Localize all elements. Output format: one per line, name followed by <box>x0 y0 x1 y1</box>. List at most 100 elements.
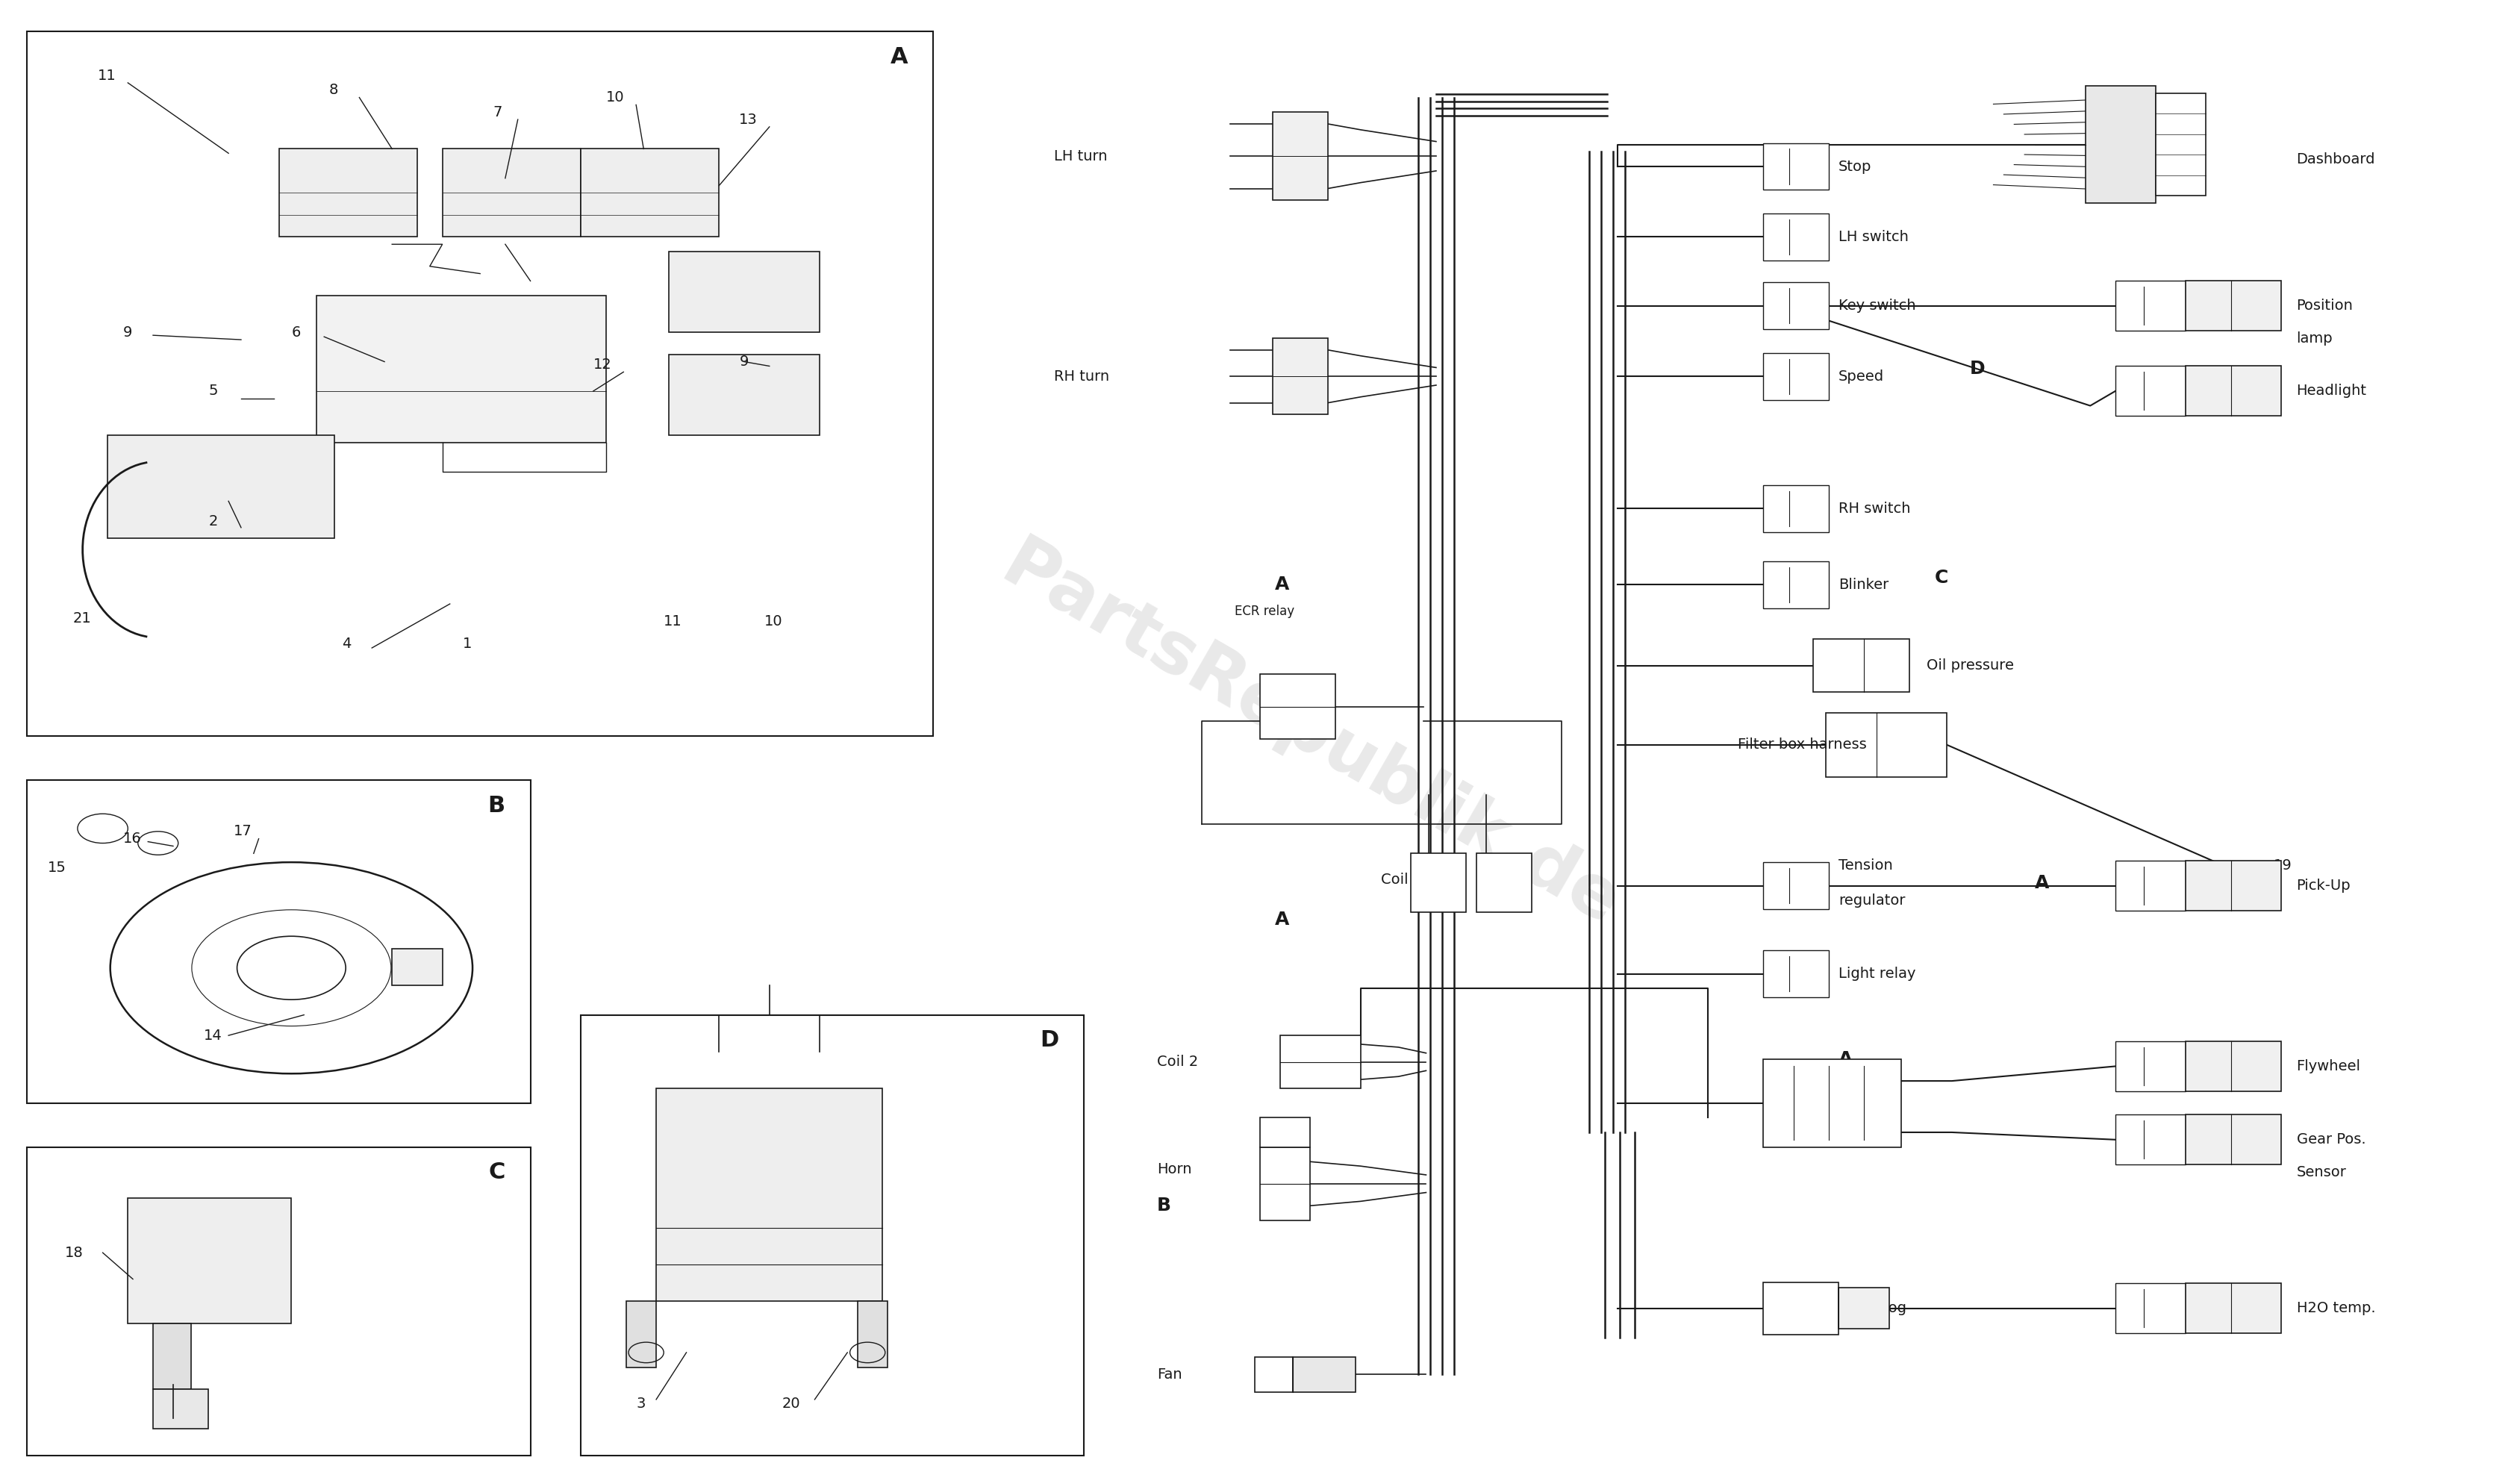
Bar <box>580 1014 1084 1456</box>
Text: Speed: Speed <box>1840 369 1885 384</box>
Text: A: A <box>1275 911 1290 929</box>
Text: Tension: Tension <box>1840 858 1893 873</box>
Text: ECU prog: ECU prog <box>1840 1301 1908 1316</box>
Bar <box>1411 854 1467 913</box>
Bar <box>2185 1284 2281 1334</box>
Text: Coil 2: Coil 2 <box>1157 1055 1197 1069</box>
Text: 16: 16 <box>123 832 141 846</box>
Text: Key switch: Key switch <box>1840 299 1915 314</box>
Bar <box>1764 951 1830 997</box>
Text: Blinker: Blinker <box>1840 577 1890 592</box>
Bar <box>2155 93 2205 196</box>
Bar <box>1477 854 1532 913</box>
Bar <box>28 780 529 1103</box>
Bar <box>1260 1117 1310 1147</box>
Bar <box>625 1301 655 1367</box>
Text: H2O temp.: H2O temp. <box>2296 1301 2376 1316</box>
Text: RH switch: RH switch <box>1840 502 1910 515</box>
Text: 10: 10 <box>764 614 784 629</box>
Text: Headlight: Headlight <box>2296 384 2366 397</box>
Text: 4: 4 <box>343 636 350 651</box>
Text: 13: 13 <box>738 112 759 127</box>
Bar <box>1764 863 1830 910</box>
Bar <box>1764 484 1830 531</box>
Text: Coil 1: Coil 1 <box>1381 873 1421 888</box>
Text: 15: 15 <box>48 861 66 876</box>
Text: 21: 21 <box>73 611 91 626</box>
Bar <box>280 149 418 237</box>
Bar <box>1280 1035 1361 1088</box>
Text: Fan: Fan <box>1157 1367 1182 1382</box>
Bar <box>1255 1357 1293 1393</box>
Text: Filter box harness: Filter box harness <box>1739 737 1867 752</box>
Text: ECR relay: ECR relay <box>1235 605 1295 618</box>
Bar <box>580 149 718 237</box>
Bar <box>1273 112 1328 200</box>
Text: A: A <box>890 46 907 68</box>
Bar <box>2084 85 2155 203</box>
Bar <box>1764 283 1830 330</box>
Bar <box>1840 1288 1890 1329</box>
Text: B: B <box>489 795 504 817</box>
Text: 6: 6 <box>292 325 300 340</box>
Text: LH turn: LH turn <box>1053 149 1106 163</box>
Bar <box>318 296 605 443</box>
Bar <box>2185 861 2281 911</box>
Bar <box>668 355 819 436</box>
Text: Horn: Horn <box>1157 1161 1192 1176</box>
Text: 7: 7 <box>494 105 501 119</box>
Text: 18: 18 <box>66 1245 83 1260</box>
Bar <box>668 252 819 333</box>
Bar <box>1273 339 1328 415</box>
Text: 20: 20 <box>781 1397 801 1412</box>
Bar <box>2114 281 2185 331</box>
Bar <box>1764 561 1830 608</box>
Text: Position: Position <box>2296 299 2354 314</box>
Text: 2: 2 <box>209 515 217 528</box>
Bar <box>2114 1284 2185 1334</box>
Text: PartsRepublik.de: PartsRepublik.de <box>990 530 1630 942</box>
Text: C: C <box>1935 568 1948 586</box>
Text: Dashboard: Dashboard <box>2296 152 2376 166</box>
Bar <box>1814 639 1910 692</box>
Bar <box>2185 281 2281 331</box>
Text: ECU box: ECU box <box>1840 1095 1900 1110</box>
Text: 10: 10 <box>605 90 625 105</box>
Bar <box>28 31 932 736</box>
Bar <box>393 949 444 986</box>
Text: lamp: lamp <box>2296 331 2334 346</box>
Bar <box>2114 1041 2185 1091</box>
Bar <box>1293 1357 1356 1393</box>
Bar <box>1764 213 1830 261</box>
Bar <box>129 1198 292 1323</box>
Text: 11: 11 <box>98 68 116 82</box>
Text: C: C <box>489 1161 504 1183</box>
Text: 9: 9 <box>123 325 131 340</box>
Text: D: D <box>1971 361 1986 378</box>
Bar <box>1764 143 1830 190</box>
Text: B: B <box>1157 1197 1172 1214</box>
Text: Gear Pos.: Gear Pos. <box>2296 1132 2366 1147</box>
Bar <box>444 149 580 237</box>
Text: Flywheel: Flywheel <box>2296 1060 2361 1073</box>
Text: 5: 5 <box>209 384 217 397</box>
Text: D: D <box>1041 1029 1058 1051</box>
Text: 17: 17 <box>234 824 252 839</box>
Text: Light relay: Light relay <box>1840 967 1915 980</box>
Bar <box>1260 1147 1310 1220</box>
Text: regulator: regulator <box>1840 894 1905 908</box>
Text: 14: 14 <box>204 1029 222 1042</box>
Bar <box>1764 1058 1903 1147</box>
Bar <box>2114 861 2185 911</box>
Bar <box>2114 1114 2185 1164</box>
Bar <box>1764 1282 1840 1335</box>
Text: 1: 1 <box>464 636 471 651</box>
Text: A: A <box>2034 874 2049 892</box>
Bar <box>2185 1114 2281 1164</box>
Bar <box>108 436 335 537</box>
Text: 3: 3 <box>635 1397 645 1412</box>
Text: Oil pressure: Oil pressure <box>1928 658 2013 673</box>
Text: LH switch: LH switch <box>1840 230 1908 244</box>
Text: 12: 12 <box>592 358 612 372</box>
Bar <box>154 1390 209 1429</box>
